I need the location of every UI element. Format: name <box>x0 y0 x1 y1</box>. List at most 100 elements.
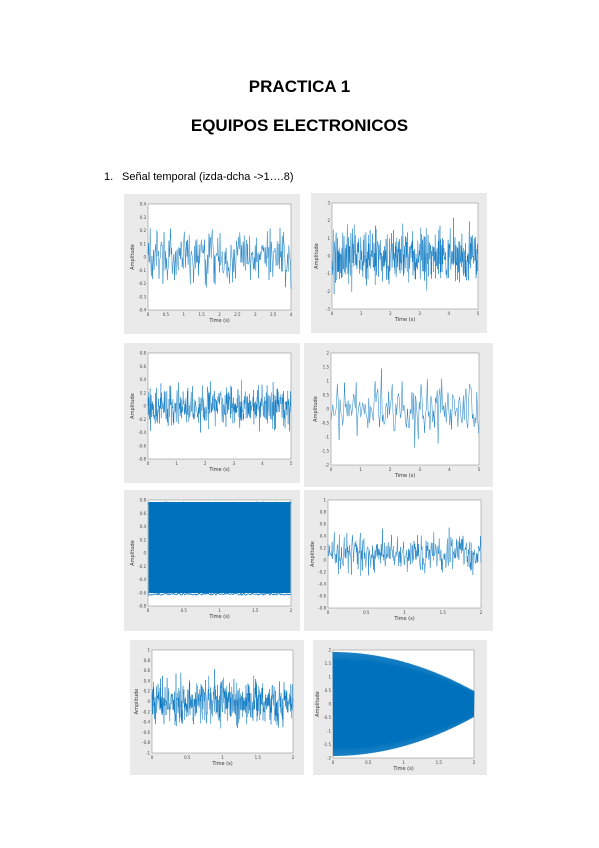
y-tick-label: 2 <box>327 218 330 223</box>
y-tick-label: -0.2 <box>142 709 150 714</box>
y-tick-label: 0.8 <box>140 351 147 356</box>
signal-plot-5: 0.80.60.40.20-0.2-0.4-0.6-0.80 0.5 1 1.5 2Ti… <box>130 498 293 621</box>
x-tick-label: 2 <box>204 461 207 466</box>
y-tick-label: -0.2 <box>318 570 326 575</box>
x-axis-label: Time (s) <box>208 467 229 473</box>
document-subtitle: EQUIPOS ELECTRONICOS <box>190 116 409 135</box>
x-axis-label: Time (s) <box>208 614 229 620</box>
y-tick-label: 0.6 <box>144 668 151 673</box>
x-tick-label: 1.5 <box>436 760 443 765</box>
axes-box <box>147 499 292 607</box>
y-tick-label: -0.3 <box>138 294 146 299</box>
y-tick-label: -2 <box>325 463 329 468</box>
signal-band <box>148 502 291 593</box>
y-tick-label: 0 <box>147 699 150 704</box>
y-axis-label: Amplitude <box>315 691 321 717</box>
y-tick-label: 0.3 <box>140 215 147 220</box>
y-tick-label: 2 <box>326 351 329 356</box>
y-tick-label: -0.5 <box>323 715 331 720</box>
x-tick-label: 0.5 <box>363 610 370 615</box>
y-tick-label: -0.1 <box>138 268 146 273</box>
y-tick-label: 1 <box>328 675 331 680</box>
y-tick-label: -3 <box>326 307 330 312</box>
x-tick-label: 3.5 <box>270 312 277 317</box>
x-tick-label: 4 <box>448 467 451 472</box>
y-tick-label: -0.4 <box>142 720 150 725</box>
y-tick-label: 0.8 <box>144 658 151 663</box>
signal-plot-3: 0.80.60.40.20-0.2-0.4-0.6-0.80 1 2 3 4 5Time … <box>130 351 293 474</box>
y-tick-label: 0.1 <box>140 241 147 246</box>
x-tick-label: 3 <box>418 311 421 316</box>
y-tick-label: -0.5 <box>321 421 329 426</box>
signal-trace <box>327 527 482 576</box>
x-axis-label: Time (s) <box>211 761 232 767</box>
x-axis-label: Time (s) <box>392 766 413 772</box>
x-axis-label: Time (s) <box>393 616 414 622</box>
x-tick-label: 1.5 <box>198 312 205 317</box>
y-tick-label: 0.4 <box>144 678 151 683</box>
y-tick-label: 0.4 <box>140 377 147 382</box>
x-tick-label: 0.5 <box>163 312 170 317</box>
document-title: PRACTICA 1 <box>248 77 351 96</box>
x-tick-label: 5 <box>290 461 293 466</box>
y-tick-label: -0.2 <box>138 417 146 422</box>
y-tick-label: -0.4 <box>318 582 326 587</box>
axes-box <box>147 203 292 311</box>
signal-trace <box>331 217 479 295</box>
x-tick-label: 4 <box>290 312 293 317</box>
x-tick-label: 1 <box>402 760 405 765</box>
y-tick-label: -0.4 <box>138 430 146 435</box>
figure-panel-7: 1 0.8 0.6 0.4 0.2 0 -0.2 -0.4 -0.6 -0.8 -1 0 0.5 1 1.5… <box>130 640 304 775</box>
y-axis-label: Amplitude <box>130 540 136 566</box>
y-tick-label: -0.4 <box>138 577 146 582</box>
signal-plot-1: 0.40.30.20.10-0.1-0.2-0.3-0.40 0.5 1 1.5 2 2.… <box>130 202 293 325</box>
y-tick-label: 0.2 <box>140 537 147 542</box>
y-axis-label: Amplitude <box>313 396 319 422</box>
x-tick-label: 1.5 <box>440 610 447 615</box>
figure-panel-5: 0.8 0.6 0.4 0.2 0 -0.2 -0.4 -0.6 -0.8 0 0.5 1 1.5 2 Ti… <box>124 490 300 631</box>
figure-panel-6: 1 0.8 0.6 0.4 0.2 0 -0.2 -0.4 -0.6 -0.8 0 0.5 1 1.5 2 T… <box>304 490 493 631</box>
figure-panel-1: 0.4 0.3 0.2 0.1 0 -0.1 -0.2 -0.3 -0.4 0 0.5 1 1.5 2 2.… <box>124 194 300 334</box>
x-tick-label: 2 <box>480 610 483 615</box>
axes-box <box>147 352 292 460</box>
y-tick-label: 0 <box>143 255 146 260</box>
y-tick-label: 0.8 <box>320 510 327 515</box>
y-axis-label: Amplitude <box>130 393 136 419</box>
y-tick-label: -1 <box>327 729 331 734</box>
signal-trace <box>147 380 292 433</box>
y-tick-label: -0.8 <box>142 740 150 745</box>
y-tick-label: 0 <box>323 558 326 563</box>
y-tick-label: 1.5 <box>325 661 332 666</box>
y-axis-label: Amplitude <box>310 541 316 567</box>
y-tick-label: -1 <box>325 435 329 440</box>
y-tick-label: 0 <box>328 702 331 707</box>
x-tick-label: 0 <box>151 755 154 760</box>
y-tick-label: 0.2 <box>140 228 147 233</box>
y-tick-label: -1 <box>146 751 150 756</box>
y-tick-label: 0.6 <box>140 511 147 516</box>
x-tick-label: 2 <box>389 311 392 316</box>
y-tick-label: -0.6 <box>138 443 146 448</box>
x-tick-label: 1 <box>218 608 221 613</box>
x-tick-label: 1.5 <box>252 608 259 613</box>
y-tick-label: 0.2 <box>144 689 151 694</box>
y-axis-label: Amplitude <box>314 243 320 269</box>
y-tick-label: 0.2 <box>140 390 147 395</box>
signal-trace <box>332 651 475 757</box>
list-item-number: 1. <box>104 171 114 183</box>
x-tick-label: 5 <box>477 311 480 316</box>
x-tick-label: 0.5 <box>365 760 372 765</box>
y-tick-label: -1.5 <box>323 742 331 747</box>
x-tick-label: 0 <box>327 610 330 615</box>
x-tick-label: 0 <box>147 608 150 613</box>
y-tick-label: -1.5 <box>321 449 329 454</box>
y-axis-label: Amplitude <box>134 689 140 715</box>
x-tick-label: 3 <box>254 312 257 317</box>
x-tick-label: 5 <box>478 467 481 472</box>
y-tick-label: -0.2 <box>138 281 146 286</box>
x-tick-label: 2 <box>292 755 295 760</box>
y-axis-label: Amplitude <box>130 244 136 270</box>
x-tick-label: 1 <box>360 311 363 316</box>
